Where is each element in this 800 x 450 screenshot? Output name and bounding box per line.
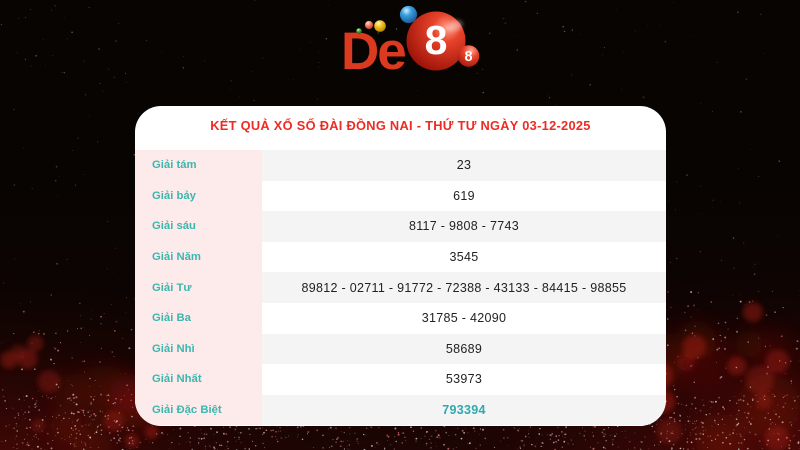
svg-text:De: De <box>341 22 405 81</box>
svg-text:8: 8 <box>464 49 472 65</box>
svg-text:8: 8 <box>425 17 448 63</box>
